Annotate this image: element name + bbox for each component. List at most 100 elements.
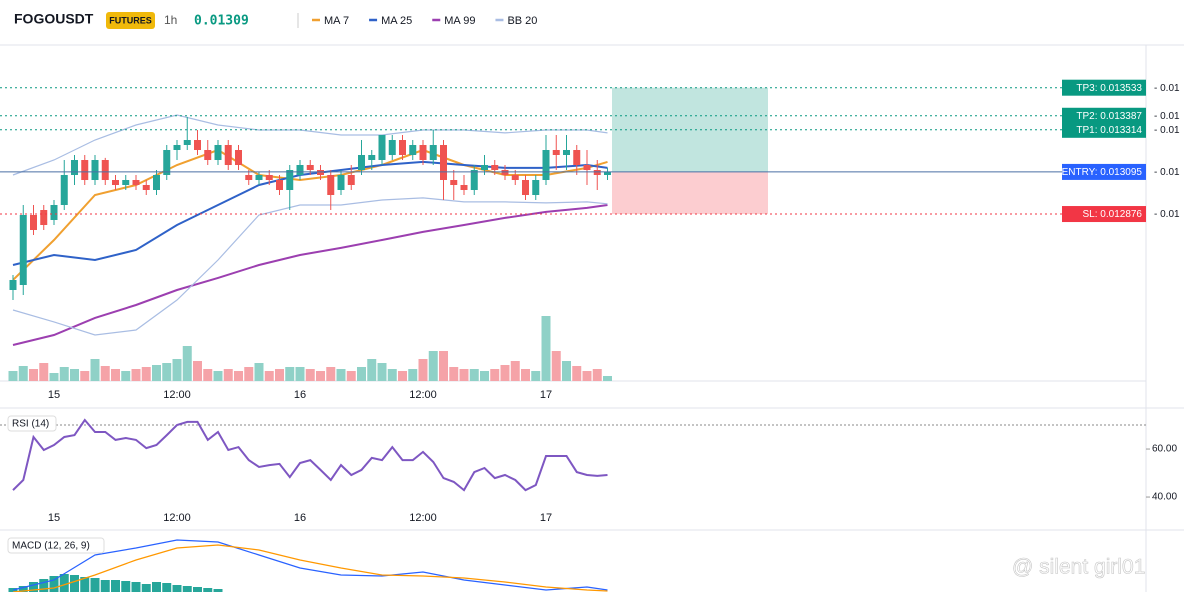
candle-body [491, 165, 499, 170]
volume-bar [100, 366, 110, 381]
macd-histogram-bar [70, 575, 79, 592]
candle-body [173, 145, 181, 150]
level-box [1062, 107, 1146, 124]
macd-histogram-bar [29, 582, 38, 592]
volume-bar [39, 363, 49, 381]
volume-bar [152, 365, 161, 381]
volume-bar [603, 376, 612, 381]
macd-histogram-bar [131, 582, 141, 592]
volume-bar [449, 367, 459, 381]
volume-bar [469, 369, 479, 381]
volume-bar [510, 361, 520, 381]
volume-bar [521, 369, 530, 381]
pane-title-box [7, 415, 57, 432]
level-box [1062, 79, 1146, 96]
level-suffix: - 0.01 [1154, 125, 1180, 136]
level-label: TP2: 0.013387 [1076, 111, 1142, 122]
volume-bar [531, 371, 541, 381]
candle-body [235, 150, 242, 165]
volume-bar [572, 366, 582, 381]
macd-histogram-bar [80, 577, 90, 592]
volume-bar [316, 371, 325, 381]
indicator-line [12, 114, 608, 176]
candle-body [337, 175, 345, 190]
volume-bar [275, 369, 284, 381]
level-label: SL: 0.012876 [1083, 209, 1143, 220]
volume-bar [29, 369, 38, 381]
volume-bar [367, 359, 377, 381]
x-tick-label: 17 [540, 512, 552, 524]
volume-bar [418, 359, 428, 381]
candle-body [511, 175, 519, 180]
candle-body [522, 180, 529, 195]
candle-body [604, 171, 611, 175]
legend-label: MA 25 [381, 15, 412, 27]
volume-bar [244, 367, 254, 381]
x-tick-label: 16 [294, 389, 306, 401]
level-suffix: - 0.01 [1154, 167, 1180, 178]
x-tick-label: 12:00 [409, 389, 437, 401]
candle-body [470, 170, 478, 190]
candle-body [481, 165, 488, 170]
level-suffix: - 0.01 [1154, 83, 1180, 94]
candle-body [440, 145, 447, 180]
macd-histogram-bar [121, 581, 131, 592]
volume-bar [70, 369, 79, 381]
macd-histogram-bar [213, 589, 223, 592]
candle-body [552, 150, 560, 155]
volume-bar [295, 367, 305, 381]
candle-body [81, 160, 89, 180]
volume-bar [213, 371, 223, 381]
candle-body [245, 175, 253, 180]
volume-bar [398, 371, 407, 381]
volume-bar [357, 367, 366, 381]
volume-bar [80, 371, 90, 381]
candle-body [286, 170, 294, 190]
candle-body [142, 185, 150, 190]
interval: 1h [164, 13, 177, 27]
volume-bar [223, 369, 233, 381]
volume-bar [121, 371, 131, 381]
candle-body [30, 215, 37, 230]
x-tick-label: 12:00 [163, 512, 191, 524]
level-label: TP3: 0.013533 [1076, 83, 1142, 94]
macd-histogram-bar [90, 578, 100, 592]
level-box [1062, 206, 1146, 223]
x-tick-label: 15 [48, 389, 60, 401]
candle-body [368, 155, 376, 160]
candle-body [112, 180, 119, 185]
candle-body [276, 180, 283, 190]
candle-body [532, 180, 540, 195]
last-price: 0.01309 [194, 14, 249, 29]
volume-bar [541, 316, 551, 381]
candle-body [71, 160, 78, 175]
candle-body [255, 175, 263, 180]
volume-bar [490, 369, 500, 381]
candle-body [122, 180, 130, 185]
level-label: TP1: 0.013314 [1076, 125, 1142, 136]
volume-bar [439, 351, 448, 381]
x-tick-label: 17 [540, 389, 552, 401]
candle-body [50, 205, 58, 220]
candle-body [573, 150, 581, 165]
volume-bar [551, 351, 561, 381]
volume-bar [336, 369, 346, 381]
macd-histogram-bar [100, 580, 110, 592]
indicator-line [12, 204, 608, 346]
candle-body [450, 180, 458, 185]
volume-bar [377, 363, 387, 381]
pane-title: MACD (12, 26, 9) [12, 541, 90, 552]
macd-histogram-bar [162, 583, 172, 592]
candle-body [399, 140, 406, 155]
level-suffix: - 0.01 [1154, 111, 1180, 122]
y-tick-label: 40.00 [1152, 492, 1177, 503]
volume-bar [592, 369, 602, 381]
macd-histogram-bar [59, 574, 69, 592]
volume-bar [326, 367, 336, 381]
level-suffix: - 0.01 [1154, 209, 1180, 220]
candle-body [40, 210, 48, 225]
candle-body [9, 280, 17, 290]
volume-bar [131, 369, 141, 381]
candle-body [563, 150, 570, 155]
